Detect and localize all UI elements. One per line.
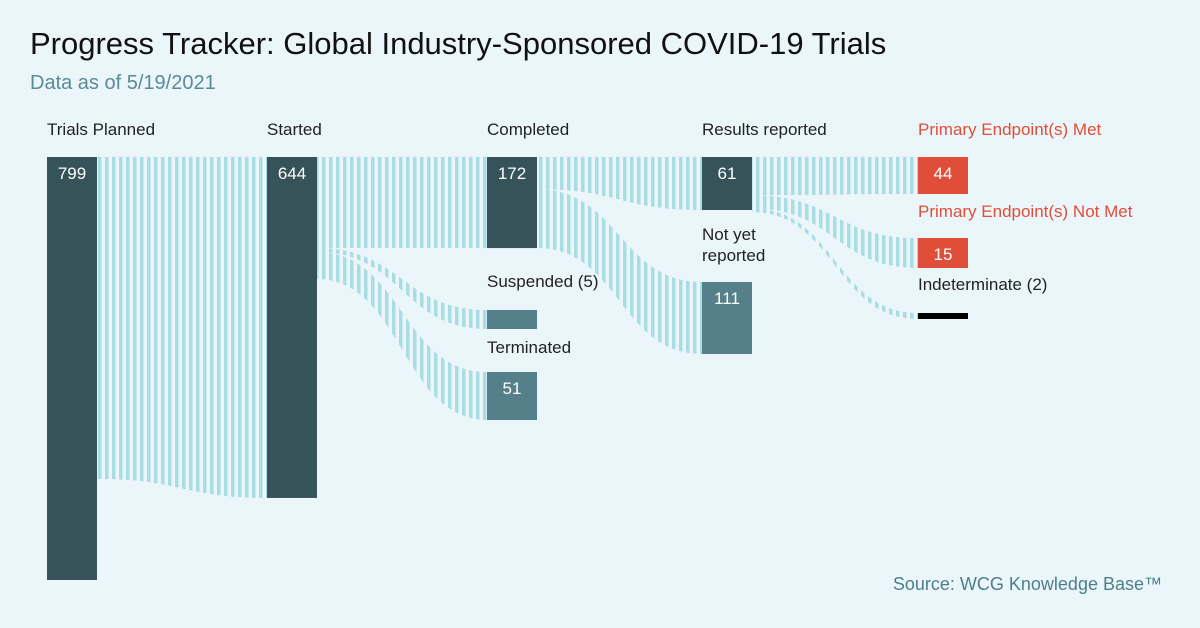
node-indeterminate-bar — [918, 313, 968, 319]
node-suspended-label: Suspended (5) — [487, 272, 599, 291]
chart-title: Progress Tracker: Global Industry-Sponso… — [30, 26, 887, 61]
flow-started-to-suspended — [317, 248, 487, 329]
flow-results-to-notmet — [752, 195, 918, 268]
node-indeterminate-label: Indeterminate (2) — [918, 275, 1047, 294]
flow-results-to-met — [752, 157, 918, 196]
node-started-bar — [267, 157, 317, 498]
flow-results-to-indeterminate — [752, 208, 918, 319]
node-notyet-value: 111 — [714, 289, 740, 308]
node-started-value: 644 — [278, 164, 306, 183]
node-results-bar — [702, 157, 752, 210]
source-note: Source: WCG Knowledge Base™ — [892, 574, 1162, 594]
node-terminated-label: Terminated — [487, 338, 571, 357]
node-notmet-bar — [918, 238, 968, 268]
node-terminated-value: 51 — [503, 379, 522, 398]
flow-completed-to-notyet — [537, 189, 702, 354]
node-notmet-label: Primary Endpoint(s) Not Met — [918, 202, 1133, 221]
chart-subtitle: Data as of 5/19/2021 — [30, 72, 216, 94]
flows-layer — [97, 157, 918, 498]
node-planned-bar — [47, 157, 97, 580]
node-terminated-bar — [487, 372, 537, 420]
node-results-value: 61 — [718, 164, 737, 183]
node-notyet-label: Not yet reported — [702, 225, 765, 265]
node-completed-value: 172 — [498, 164, 526, 183]
node-suspended-bar — [487, 310, 537, 329]
flow-started-to-completed — [317, 157, 487, 249]
node-met-value: 44 — [934, 164, 953, 183]
node-completed-label: Completed — [487, 120, 569, 139]
node-results-label: Results reported — [702, 120, 827, 139]
node-started-label: Started — [267, 120, 322, 139]
node-planned-label: Trials Planned — [47, 120, 155, 139]
node-planned-value: 799 — [58, 164, 86, 183]
node-notyet-bar — [702, 282, 752, 354]
flow-started-to-terminated — [317, 252, 487, 420]
node-completed-bar — [487, 157, 537, 249]
node-met-bar — [918, 157, 968, 194]
node-notmet-value: 15 — [934, 245, 953, 264]
flow-planned-to-started — [97, 157, 267, 498]
flow-completed-to-results — [537, 157, 702, 210]
labels-layer: 799 Trials Planned 644 Started 172 Completed S… — [47, 120, 1133, 398]
node-met-label: Primary Endpoint(s) Met — [918, 120, 1102, 139]
nodes-layer — [47, 157, 968, 580]
